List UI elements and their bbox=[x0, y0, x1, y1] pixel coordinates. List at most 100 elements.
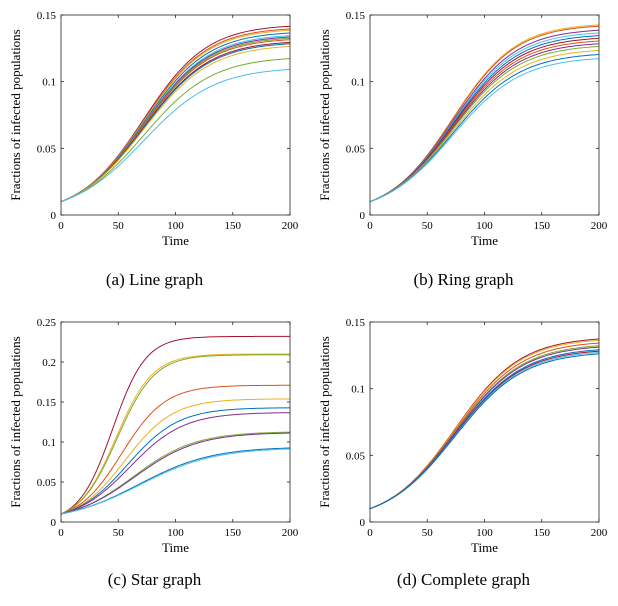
y-tick-label: 0.05 bbox=[37, 143, 57, 155]
x-tick-label: 200 bbox=[591, 220, 608, 232]
series-line-5 bbox=[369, 35, 600, 203]
x-tick-label: 50 bbox=[113, 527, 125, 539]
y-tick-label: 0.15 bbox=[346, 10, 366, 22]
series-line-1 bbox=[369, 24, 600, 203]
series-line-8 bbox=[60, 39, 291, 203]
y-tick-label: 0.15 bbox=[37, 397, 57, 409]
series-line-6 bbox=[60, 36, 291, 203]
series-line-2 bbox=[369, 25, 600, 203]
series-line-6 bbox=[369, 37, 600, 203]
series-line-11 bbox=[369, 54, 600, 203]
series-line-2 bbox=[60, 353, 290, 515]
x-tick-label: 100 bbox=[167, 220, 184, 232]
series-line-9 bbox=[369, 353, 600, 510]
y-axis-title: Fractions of infected populations bbox=[8, 29, 23, 201]
chart-complete-graph: 0 50 100 150 200 0 0.05 0.1 0.15 Time Fractions of… bbox=[317, 317, 608, 555]
y-tick-label: 0.15 bbox=[37, 10, 57, 22]
series-line-11 bbox=[60, 448, 291, 515]
x-tick-label: 200 bbox=[282, 527, 299, 539]
chart-ring-graph: 0 50 100 150 200 0 0.05 0.1 0.15 Time Fractions of… bbox=[317, 10, 608, 248]
x-tick-label: 100 bbox=[167, 527, 184, 539]
x-axis-title: Time bbox=[162, 540, 189, 555]
x-axis-title: Time bbox=[162, 233, 189, 248]
series-line-3 bbox=[369, 342, 600, 510]
x-tick-label: 150 bbox=[225, 527, 242, 539]
y-tick-label: 0.05 bbox=[346, 450, 366, 462]
series-line-3 bbox=[60, 29, 291, 203]
x-tick-label: 50 bbox=[422, 220, 434, 232]
x-tick-label: 150 bbox=[534, 527, 551, 539]
y-tick-label: 0 bbox=[360, 210, 366, 222]
x-tick-label: 200 bbox=[591, 527, 608, 539]
y-tick-label: 0.05 bbox=[346, 143, 366, 155]
caption-complete-graph: (d) Complete graph bbox=[396, 570, 531, 589]
chart-panel-ring-graph: 0 50 100 150 200 0 0.05 0.1 0.15 Time Fractions of… bbox=[309, 0, 618, 299]
x-tick-label: 150 bbox=[225, 220, 242, 232]
chart-panel-complete-graph: 0 50 100 150 200 0 0.05 0.1 0.15 Time Fractions of… bbox=[309, 307, 618, 606]
caption-line-graph: (a) Line graph bbox=[105, 270, 204, 289]
series-line-13 bbox=[60, 68, 291, 203]
y-axis-title: Fractions of infected populations bbox=[317, 29, 332, 201]
series-line-5 bbox=[369, 346, 600, 510]
series-line-2 bbox=[369, 339, 600, 510]
series-line-7 bbox=[60, 412, 291, 515]
series-line-1 bbox=[60, 25, 291, 203]
series-line-6 bbox=[60, 407, 291, 515]
chart-line-graph: 0 50 100 150 200 0 0.05 0.1 0.15 Time Fractions of… bbox=[8, 10, 299, 248]
chart-panel-line-graph: 0 50 100 150 200 0 0.05 0.1 0.15 Time Fractions of… bbox=[0, 0, 309, 299]
x-tick-label: 50 bbox=[422, 527, 434, 539]
x-tick-label: 0 bbox=[58, 220, 64, 232]
chart-star-graph: 0 50 100 150 200 0 0.05 0.1 0.15 0.2 0.25 Time Fract… bbox=[8, 317, 299, 555]
y-tick-label: 0 bbox=[51, 517, 57, 529]
y-tick-label: 0 bbox=[51, 210, 57, 222]
x-axis-title: Time bbox=[471, 540, 498, 555]
x-tick-label: 150 bbox=[534, 220, 551, 232]
y-axis-title: Fractions of infected populations bbox=[317, 336, 332, 508]
series-line-4 bbox=[60, 32, 291, 203]
series-line-9 bbox=[369, 45, 600, 203]
x-axis-title: Time bbox=[471, 233, 498, 248]
series-line-9 bbox=[60, 41, 291, 203]
y-tick-label: 0 bbox=[360, 517, 366, 529]
y-tick-label: 0.1 bbox=[42, 437, 56, 449]
x-tick-label: 200 bbox=[282, 220, 299, 232]
series-line-5 bbox=[60, 35, 291, 203]
series-line-8 bbox=[369, 43, 600, 203]
series-line-4 bbox=[60, 384, 291, 515]
y-tick-label: 0.2 bbox=[42, 357, 56, 369]
y-tick-label: 0.1 bbox=[351, 384, 365, 396]
series-line-3 bbox=[369, 29, 600, 203]
plot-frame bbox=[369, 321, 600, 523]
series-line-7 bbox=[369, 350, 600, 510]
series-line-2 bbox=[60, 28, 291, 203]
x-tick-label: 0 bbox=[367, 220, 373, 232]
series-line-7 bbox=[60, 37, 291, 203]
series-line-10 bbox=[60, 43, 291, 203]
series-line-3 bbox=[60, 354, 290, 515]
series-group bbox=[60, 335, 291, 515]
x-tick-label: 0 bbox=[58, 527, 64, 539]
series-group bbox=[60, 25, 291, 203]
x-tick-label: 100 bbox=[476, 220, 493, 232]
series-line-10 bbox=[369, 49, 600, 203]
series-line-12 bbox=[60, 58, 291, 203]
series-line-5 bbox=[60, 398, 291, 515]
x-tick-label: 50 bbox=[113, 220, 125, 232]
caption-ring-graph: (b) Ring graph bbox=[413, 270, 514, 289]
series-line-8 bbox=[369, 352, 600, 510]
y-tick-label: 0.1 bbox=[351, 77, 365, 89]
y-tick-label: 0.15 bbox=[346, 317, 366, 329]
series-line-7 bbox=[369, 40, 600, 203]
caption-star-graph: (c) Star graph bbox=[107, 570, 202, 589]
series-line-1 bbox=[369, 338, 600, 510]
y-tick-label: 0.25 bbox=[37, 317, 57, 329]
series-line-9 bbox=[60, 432, 291, 515]
chart-panel-star-graph: 0 50 100 150 200 0 0.05 0.1 0.15 0.2 0.25 Time Fract… bbox=[0, 307, 309, 606]
series-line-1 bbox=[60, 335, 290, 515]
x-tick-label: 100 bbox=[476, 527, 493, 539]
y-tick-label: 0.1 bbox=[42, 77, 56, 89]
y-axis-title: Fractions of infected populations bbox=[8, 336, 23, 508]
series-line-6 bbox=[369, 349, 600, 510]
x-tick-label: 0 bbox=[367, 527, 373, 539]
series-group bbox=[369, 338, 600, 510]
